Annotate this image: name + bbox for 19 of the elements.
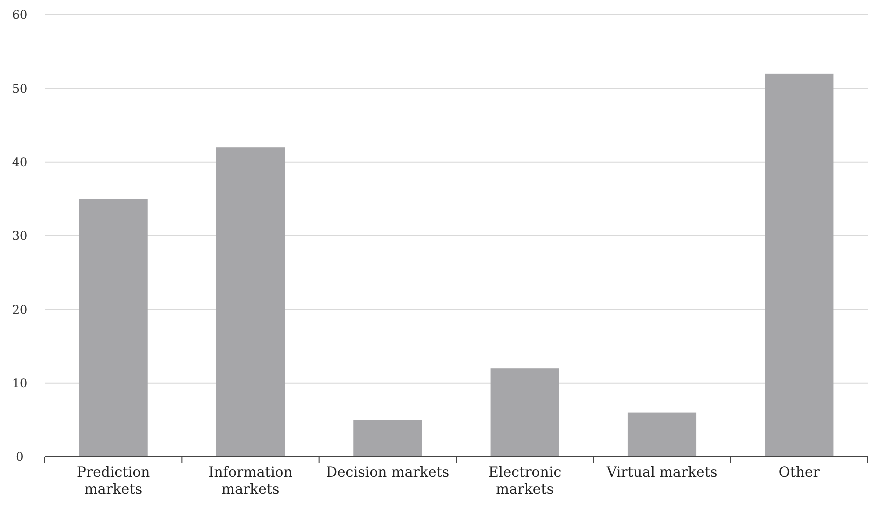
- y-tick-label: 30: [12, 229, 28, 244]
- y-tick-label: 50: [12, 82, 28, 96]
- bar: [490, 368, 560, 457]
- x-tick-label: Decision markets: [326, 465, 450, 481]
- x-tick-label: Electronic markets: [488, 465, 562, 498]
- bar: [354, 420, 422, 457]
- y-tick-label: 20: [12, 302, 28, 317]
- x-tick-label: Information markets: [208, 465, 293, 498]
- bar: [765, 74, 834, 457]
- x-tick-label: Virtual markets: [606, 465, 718, 481]
- bar: [628, 412, 697, 457]
- y-tick-label: 10: [12, 376, 28, 391]
- y-tick-label: 60: [12, 8, 28, 22]
- bar: [216, 148, 286, 457]
- y-tick-label: 0: [16, 450, 24, 464]
- bar: [79, 199, 148, 457]
- x-tick-label: Prediction markets: [76, 465, 150, 498]
- x-tick-label: Other: [778, 465, 820, 481]
- y-tick-label: 40: [12, 156, 28, 170]
